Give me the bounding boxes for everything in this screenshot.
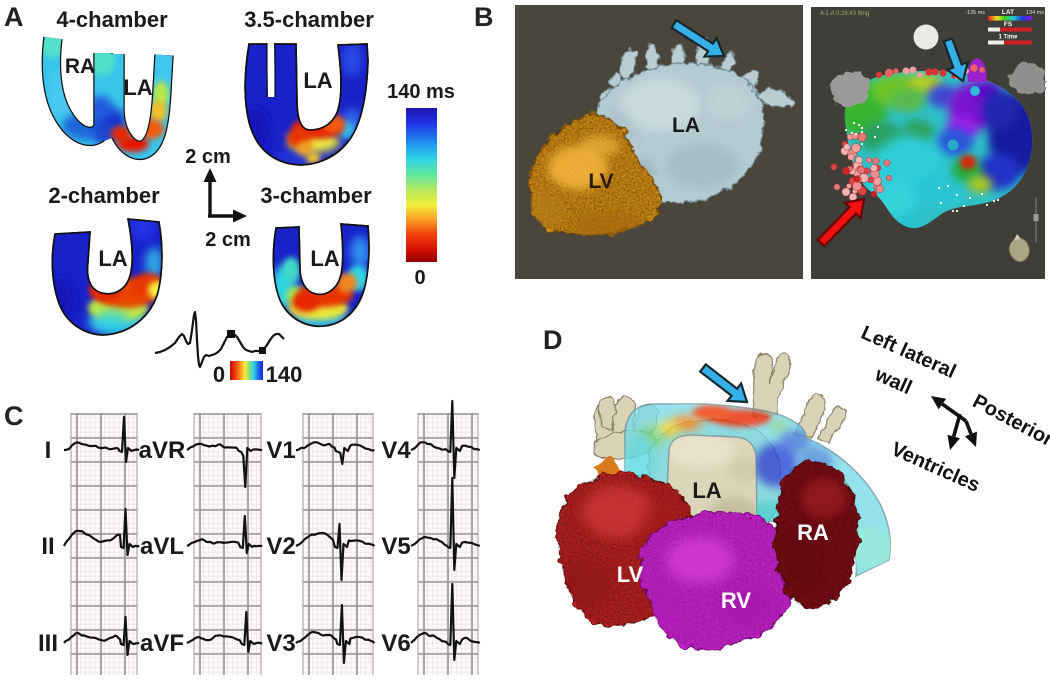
svg-text:LA: LA (692, 478, 721, 503)
svg-text:LV: LV (617, 562, 644, 587)
svg-text:LV: LV (588, 170, 613, 193)
svg-text:I: I (45, 437, 52, 464)
svg-text:V5: V5 (381, 533, 410, 560)
svg-text:FS: FS (1004, 21, 1013, 28)
svg-text:140: 140 (266, 362, 303, 387)
svg-text:4-1-A 0:26:43 8mg: 4-1-A 0:26:43 8mg (820, 11, 869, 17)
svg-text:D: D (543, 325, 563, 355)
svg-text:V6: V6 (381, 630, 410, 657)
svg-text:LA: LA (123, 75, 152, 100)
svg-text:aVR: aVR (139, 437, 186, 464)
svg-text:aVF: aVF (140, 630, 184, 657)
svg-text:0: 0 (414, 267, 425, 289)
svg-text:-135 ms: -135 ms (965, 10, 985, 16)
svg-text:II: II (41, 533, 54, 560)
svg-text:RA: RA (65, 55, 95, 78)
svg-text:2 cm: 2 cm (185, 146, 231, 168)
svg-text:V3: V3 (266, 630, 295, 657)
svg-text:3.5-chamber: 3.5-chamber (244, 7, 374, 32)
svg-text:V1: V1 (266, 437, 295, 464)
svg-text:1 Time: 1 Time (999, 35, 1019, 41)
svg-text:B: B (474, 2, 494, 32)
svg-text:LA: LA (303, 68, 332, 93)
svg-text:0: 0 (213, 362, 225, 387)
svg-text:134 ms: 134 ms (1026, 10, 1044, 16)
svg-text:LA: LA (672, 114, 700, 137)
svg-text:aVL: aVL (140, 533, 184, 560)
svg-text:LA: LA (98, 246, 127, 271)
svg-text:LA: LA (310, 246, 339, 271)
svg-text:140 ms: 140 ms (387, 81, 455, 103)
svg-text:2-chamber: 2-chamber (48, 183, 160, 208)
svg-text:3-chamber: 3-chamber (260, 183, 372, 208)
svg-text:LAT: LAT (1002, 9, 1014, 16)
svg-text:2 cm: 2 cm (205, 229, 251, 251)
svg-text:RA: RA (797, 520, 829, 545)
svg-text:III: III (38, 630, 58, 657)
svg-text:V4: V4 (381, 437, 411, 464)
svg-text:A: A (4, 2, 24, 32)
svg-text:C: C (4, 401, 24, 431)
svg-text:RV: RV (721, 588, 751, 613)
svg-text:V2: V2 (266, 533, 295, 560)
